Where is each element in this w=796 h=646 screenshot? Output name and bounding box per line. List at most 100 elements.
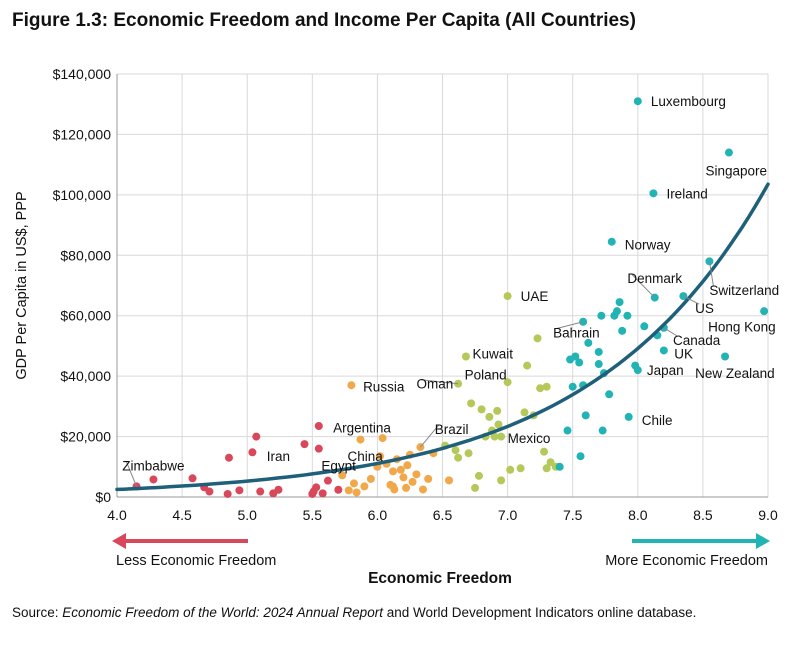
data-point-orange bbox=[408, 477, 417, 486]
data-point-teal bbox=[623, 311, 632, 320]
country-label: New Zealand bbox=[695, 366, 775, 381]
data-point-green bbox=[451, 446, 460, 455]
data-point-red bbox=[235, 486, 244, 495]
data-point-teal bbox=[581, 411, 590, 420]
data-point-green bbox=[497, 476, 506, 485]
tick-labels: 4.0 4.5 5.0 5.5 6.0 6.5 7.0 7.5 8.0 8.5 9.0 $0 $20,0… bbox=[14, 66, 778, 587]
x-tick-label: 6.5 bbox=[433, 507, 453, 523]
grid-lines bbox=[117, 73, 769, 497]
data-point-orange bbox=[352, 488, 361, 497]
country-label: Ireland bbox=[666, 186, 707, 201]
data-point-teal bbox=[633, 366, 642, 375]
data-point-red bbox=[334, 485, 343, 494]
country-label: Iran bbox=[267, 449, 290, 464]
data-point-teal bbox=[605, 390, 614, 399]
label-leader-line bbox=[125, 461, 137, 487]
x-tick-label: 5.5 bbox=[303, 507, 323, 523]
data-point-orange bbox=[396, 465, 405, 474]
country-label: UK bbox=[674, 346, 693, 361]
data-point-orange bbox=[424, 474, 433, 483]
figure-title: Figure 1.3: Economic Freedom and Income … bbox=[12, 10, 636, 31]
x-tick-label: 5.0 bbox=[237, 507, 257, 523]
data-point-green bbox=[485, 412, 494, 421]
data-point-teal bbox=[724, 148, 733, 157]
country-label: China bbox=[347, 449, 383, 464]
y-tick-label: $20,000 bbox=[60, 429, 111, 445]
country-label: Mexico bbox=[508, 431, 551, 446]
label-leader-line bbox=[708, 261, 714, 287]
x-tick-label: 8.0 bbox=[628, 507, 648, 523]
data-point-green bbox=[542, 464, 551, 473]
country-label: Hong Kong bbox=[708, 319, 776, 334]
data-point-teal bbox=[594, 347, 603, 356]
data-point-teal bbox=[594, 360, 603, 369]
data-point-green bbox=[494, 420, 503, 429]
y-tick-label: $60,000 bbox=[60, 308, 111, 324]
x-tick-label: 6.0 bbox=[368, 507, 388, 523]
country-label: Poland bbox=[465, 368, 507, 383]
freedom-arrows: Less Economic Freedom More Economic Freed… bbox=[112, 533, 770, 569]
data-point-teal bbox=[555, 462, 564, 471]
data-point-green bbox=[506, 465, 515, 474]
source-note: Source: Economic Freedom of the World: 2… bbox=[12, 605, 696, 620]
data-point-orange bbox=[344, 486, 353, 495]
data-point-teal bbox=[649, 189, 658, 198]
data-point-green bbox=[540, 447, 549, 456]
data-point-red bbox=[312, 483, 321, 492]
data-point-red bbox=[256, 487, 265, 496]
data-point-teal bbox=[598, 426, 607, 435]
data-point-orange bbox=[349, 479, 358, 488]
data-point-red bbox=[318, 489, 327, 498]
data-point-green bbox=[497, 432, 506, 441]
data-point-orange bbox=[418, 485, 427, 494]
data-point-teal bbox=[597, 311, 606, 320]
data-point-red bbox=[149, 475, 158, 484]
data-point-green bbox=[464, 449, 473, 458]
data-point-orange bbox=[366, 474, 375, 483]
data-point-teal bbox=[575, 358, 584, 367]
data-point-teal bbox=[576, 452, 585, 461]
source-report-title: Economic Freedom of the World: 2024 Annu… bbox=[62, 605, 383, 620]
y-axis-title: GDP Per Capita in US$, PPP bbox=[14, 191, 30, 379]
country-label: Denmark bbox=[627, 271, 682, 286]
country-label: Kuwait bbox=[472, 346, 513, 361]
data-point-red bbox=[300, 440, 309, 449]
data-point-green bbox=[516, 464, 525, 473]
x-tick-label: 8.5 bbox=[693, 507, 713, 523]
data-point-teal bbox=[640, 322, 649, 331]
x-axis-title: Economic Freedom bbox=[368, 570, 512, 587]
data-point-teal bbox=[607, 237, 616, 246]
label-leader-line bbox=[663, 327, 678, 337]
y-tick-label: $40,000 bbox=[60, 368, 111, 384]
country-label: US bbox=[695, 301, 714, 316]
data-point-teal bbox=[721, 352, 730, 361]
data-point-red bbox=[314, 421, 323, 430]
country-label: Zimbabwe bbox=[122, 458, 184, 473]
y-tick-label: $120,000 bbox=[53, 126, 112, 142]
label-leader-line bbox=[631, 273, 656, 298]
data-point-red bbox=[274, 485, 283, 494]
data-point-orange bbox=[356, 435, 365, 444]
data-point-green bbox=[467, 399, 476, 408]
data-point-teal bbox=[618, 326, 627, 335]
data-point-teal bbox=[633, 97, 642, 106]
country-label: Norway bbox=[625, 238, 671, 253]
scatter-chart: Luxembourg Singapore Ireland Norway Denmark S… bbox=[14, 66, 779, 587]
data-point-orange bbox=[402, 483, 411, 492]
data-point-green bbox=[471, 483, 480, 492]
data-point-orange bbox=[445, 476, 454, 485]
data-point-orange bbox=[360, 482, 369, 491]
x-tick-label: 4.5 bbox=[172, 507, 192, 523]
data-point-green bbox=[474, 471, 483, 480]
data-point-orange bbox=[338, 471, 347, 480]
data-point-teal bbox=[624, 412, 633, 421]
data-point-green bbox=[490, 432, 499, 441]
x-tick-label: 9.0 bbox=[758, 507, 778, 523]
label-leader-line bbox=[420, 379, 459, 385]
data-point-teal bbox=[563, 426, 572, 435]
country-label: Canada bbox=[673, 333, 721, 348]
data-point-green bbox=[503, 292, 512, 301]
country-label: Switzerland bbox=[709, 283, 779, 298]
data-point-orange bbox=[389, 482, 398, 491]
country-label: Luxembourg bbox=[651, 94, 726, 109]
